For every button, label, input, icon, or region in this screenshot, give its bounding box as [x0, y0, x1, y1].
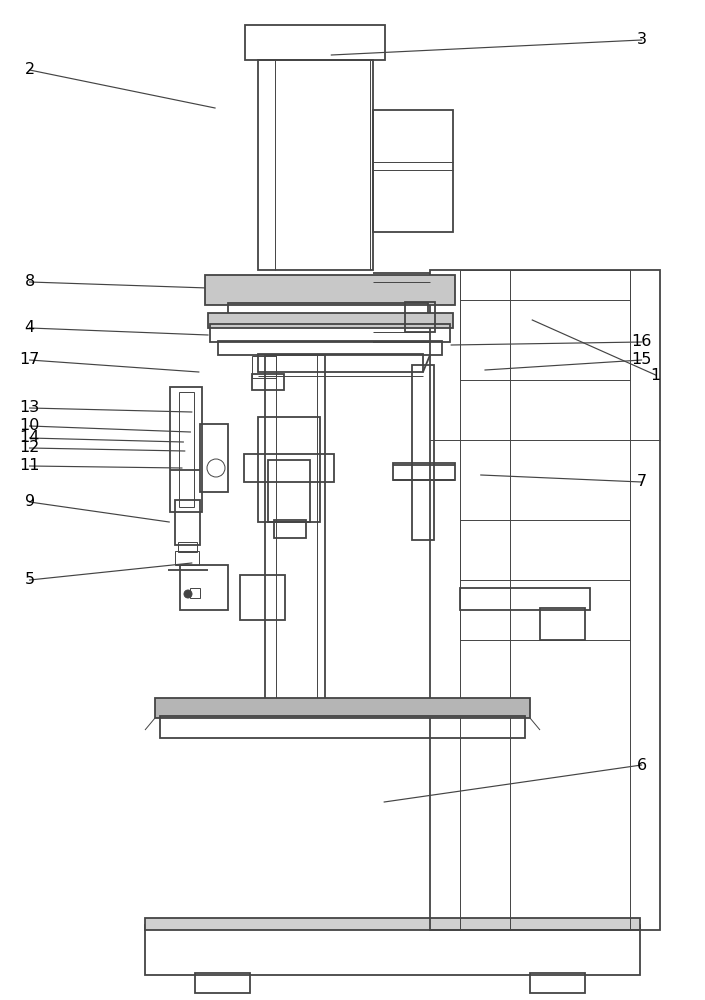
Text: 1: 1	[651, 367, 661, 382]
Bar	[252, 356, 276, 378]
Bar	[265, 355, 325, 700]
Bar	[268, 460, 310, 522]
Text: 17: 17	[20, 353, 39, 367]
Bar	[460, 270, 630, 380]
Bar	[218, 341, 442, 355]
Bar	[180, 565, 228, 610]
Bar	[155, 698, 530, 718]
Bar	[170, 387, 202, 512]
Bar	[175, 551, 199, 565]
Bar	[178, 542, 197, 552]
Text: 3: 3	[637, 32, 646, 47]
Bar	[200, 424, 228, 492]
Bar	[195, 973, 250, 993]
Circle shape	[184, 590, 192, 598]
Bar	[208, 313, 453, 328]
Bar	[393, 463, 455, 480]
Text: 9: 9	[25, 494, 35, 510]
Bar	[540, 608, 585, 640]
Bar	[258, 60, 373, 270]
Bar	[205, 275, 455, 305]
Bar	[430, 270, 660, 930]
Bar	[190, 588, 200, 598]
Text: 13: 13	[20, 400, 39, 416]
Text: 16: 16	[632, 334, 651, 350]
Bar	[240, 575, 285, 620]
Text: 14: 14	[20, 430, 39, 446]
Bar	[179, 392, 194, 507]
Text: 4: 4	[25, 320, 35, 336]
Text: 11: 11	[19, 458, 40, 474]
Bar	[245, 25, 385, 60]
Bar	[405, 302, 435, 332]
Bar	[258, 417, 320, 522]
Text: 5: 5	[25, 572, 35, 587]
Text: 12: 12	[20, 440, 39, 456]
Bar	[145, 918, 640, 930]
Bar	[460, 520, 630, 640]
Bar	[274, 520, 306, 538]
Bar	[210, 324, 450, 342]
Bar	[530, 973, 585, 993]
Bar	[373, 110, 453, 232]
Bar	[228, 303, 428, 315]
Bar	[258, 354, 423, 372]
Text: 8: 8	[25, 274, 35, 290]
Bar	[460, 588, 590, 610]
Bar	[175, 500, 200, 545]
Bar	[252, 374, 284, 390]
Text: 7: 7	[637, 475, 646, 489]
Bar	[412, 365, 434, 540]
Bar	[145, 925, 640, 975]
Text: 10: 10	[20, 418, 39, 434]
Bar	[160, 716, 525, 738]
Text: 6: 6	[637, 758, 646, 772]
Text: 15: 15	[632, 353, 651, 367]
Text: 2: 2	[25, 62, 35, 78]
Bar	[244, 454, 334, 482]
